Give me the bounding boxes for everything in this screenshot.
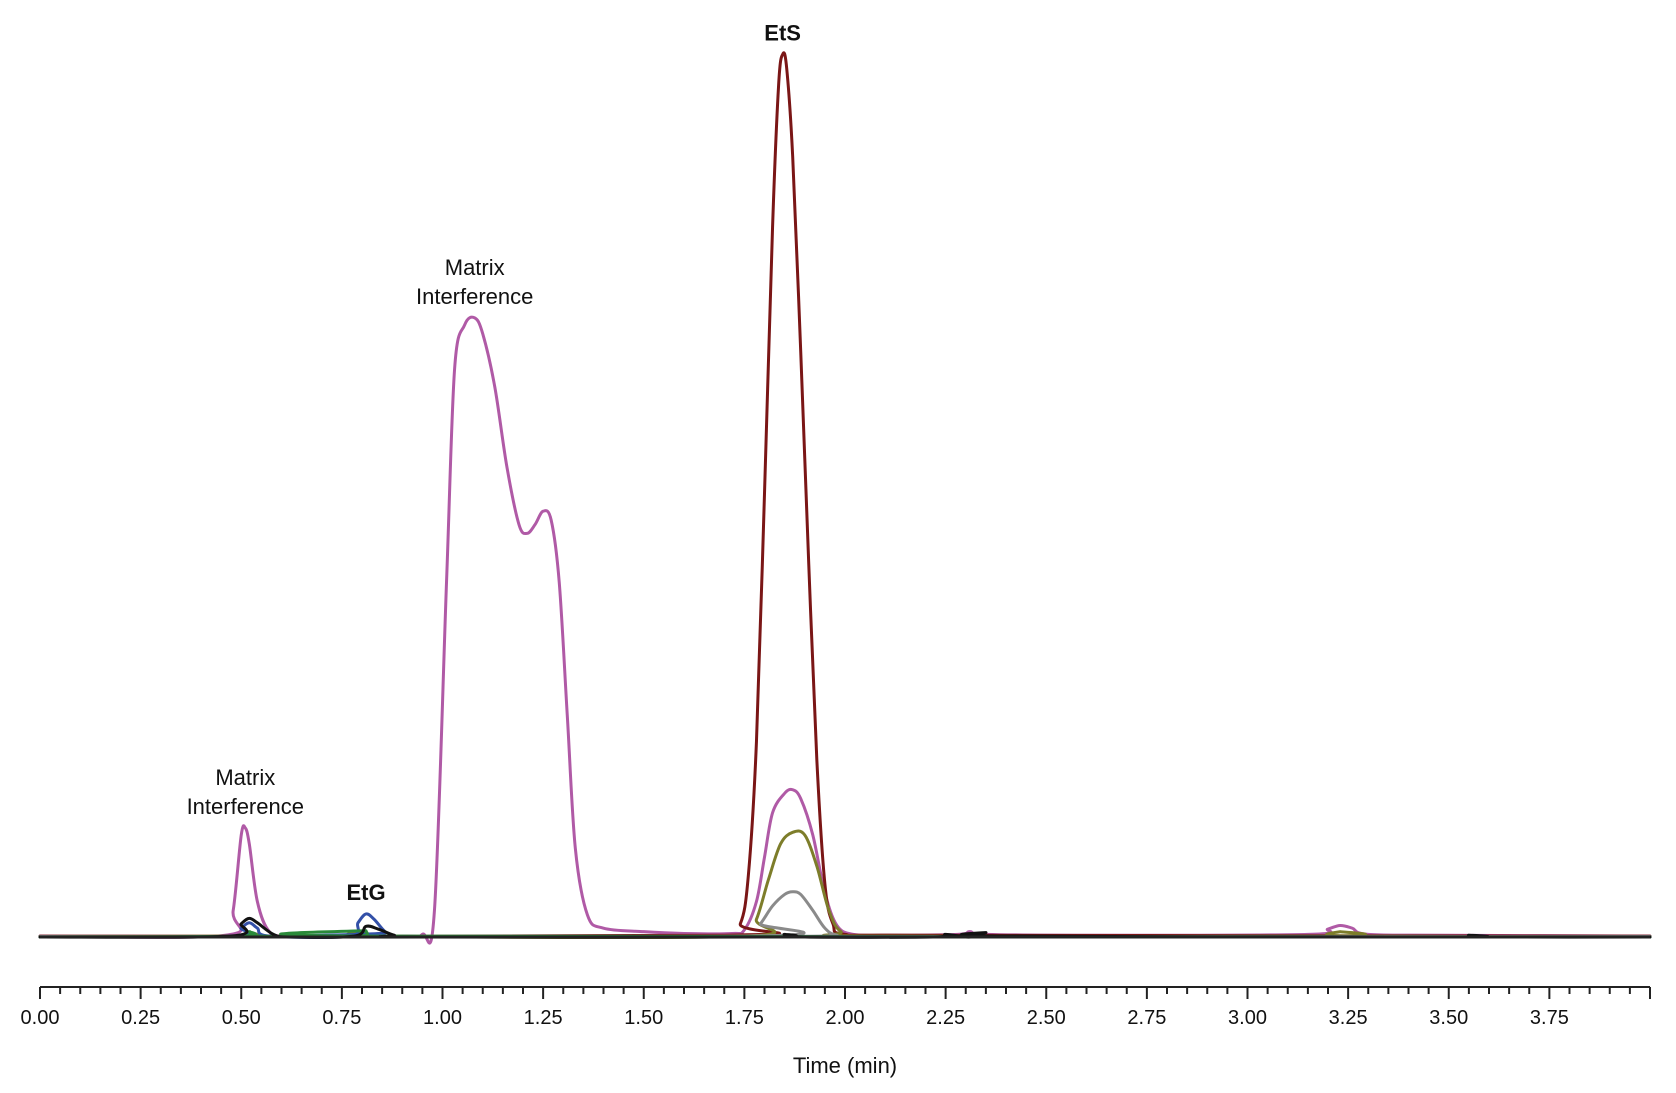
peak-annotation: Interference <box>416 284 533 309</box>
x-tick-label: 1.00 <box>423 1007 462 1029</box>
x-tick-label: 0.50 <box>222 1007 261 1029</box>
x-tick-label: 2.75 <box>1127 1007 1166 1029</box>
peak-annotation: Interference <box>187 794 304 819</box>
series-line-3 <box>38 829 1652 940</box>
series-line-2 <box>38 51 1652 938</box>
x-tick-label: 1.75 <box>725 1007 764 1029</box>
x-tick-label: 3.00 <box>1228 1007 1267 1029</box>
x-tick-label: 0.00 <box>21 1007 60 1029</box>
x-tick-label: 2.00 <box>826 1007 865 1029</box>
x-tick-label: 0.75 <box>322 1007 361 1029</box>
x-tick-label: 1.50 <box>624 1007 663 1029</box>
x-axis-title: Time (min) <box>793 1053 897 1078</box>
x-tick-label: 3.75 <box>1530 1007 1569 1029</box>
x-tick-label: 3.25 <box>1329 1007 1368 1029</box>
x-tick-label: 0.25 <box>121 1007 160 1029</box>
series-line-1 <box>38 315 1652 945</box>
peak-annotation: Matrix <box>215 765 275 790</box>
peak-annotation: EtS <box>764 20 801 45</box>
peak-annotation: Matrix <box>445 255 505 280</box>
x-tick-label: 3.50 <box>1429 1007 1468 1029</box>
annotations: Matrix Interference EtG Matrix Interference E… <box>187 20 801 905</box>
peak-annotation: EtG <box>346 880 385 905</box>
x-tick-label: 1.25 <box>524 1007 563 1029</box>
series-line-4 <box>38 890 1652 939</box>
x-tick-label: 2.25 <box>926 1007 965 1029</box>
x-tick-label: 2.50 <box>1027 1007 1066 1029</box>
x-axis: 0.00 0.25 0.50 0.75 1.00 1.25 1.50 1.75 2.00 2.25… <box>21 986 1651 1029</box>
